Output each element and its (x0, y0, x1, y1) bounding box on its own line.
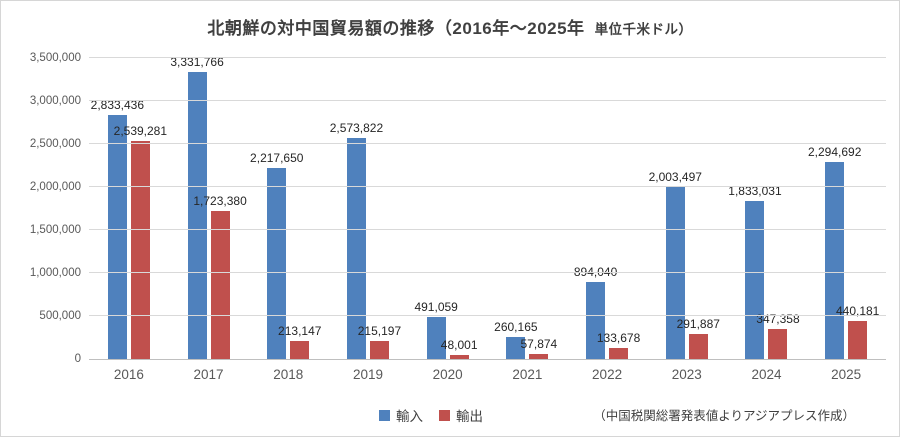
chart-title: 北朝鮮の対中国貿易額の推移（2016年～2025年 単位千米ドル） (1, 14, 899, 39)
x-axis-label-2021: 2021 (512, 367, 543, 382)
bar-group-2016: 2,833,436 2,539,281 (89, 58, 169, 359)
chart-title-unit: 単位千米ドル） (594, 22, 693, 37)
legend-label-export: 輸出 (456, 409, 483, 424)
x-axis-label-2017: 2017 (193, 367, 224, 382)
y-axis-tick-label: 3,000,000 (29, 95, 81, 107)
y-axis-tick-label: 500,000 (39, 310, 81, 322)
bar-export-2017: 1,723,380 (193, 194, 247, 359)
gridline (89, 186, 886, 187)
gridline (89, 57, 886, 58)
data-label-import-2016: 2,833,436 (90, 98, 145, 113)
data-label-export-2022: 133,678 (596, 330, 641, 345)
data-label-import-2025: 2,294,692 (807, 144, 862, 159)
data-label-import-2020: 491,059 (414, 299, 458, 314)
y-axis: 0 500,000 1,000,000 1,500,000 2,000,000 2,500… (1, 52, 81, 365)
data-label-export-2018: 213,147 (278, 323, 322, 338)
bar-import-2021: 260,165 (494, 320, 538, 359)
bar-export-2020: 48,001 (441, 338, 478, 359)
x-axis-label-2019: 2019 (352, 367, 383, 382)
legend-label-import: 輸入 (396, 409, 423, 424)
x-axis-label-2016: 2016 (113, 367, 144, 382)
x-axis-label-2020: 2020 (432, 367, 463, 382)
legend-swatch-export (439, 409, 450, 421)
data-label-import-2019: 2,573,822 (329, 120, 384, 135)
data-label-export-2016: 2,539,281 (113, 123, 168, 138)
bar-group-2017: 3,331,766 1,723,380 (169, 55, 249, 359)
chart-title-main: 北朝鮮の対中国貿易額の推移（2016年～2025年 (207, 19, 585, 38)
plot-area: 2,833,436 2,539,281 3,331,766 1,723,380 2,21… (89, 55, 886, 360)
bar-export-2025: 440,181 (836, 304, 879, 359)
data-label-export-2020: 48,001 (440, 337, 478, 352)
y-axis-tick-label: 1,500,000 (29, 224, 81, 236)
bar-export-2019: 215,197 (358, 324, 401, 359)
bar-export-2023: 291,887 (677, 317, 720, 359)
y-axis-tick-label: 1,000,000 (29, 267, 81, 279)
data-label-import-2024: 1,833,031 (728, 184, 782, 199)
x-axis-label-2024: 2024 (751, 367, 782, 382)
data-label-import-2017: 3,331,766 (170, 55, 224, 70)
bar-export-2016: 2,539,281 (114, 124, 167, 359)
bar-export-2022: 133,678 (597, 331, 640, 359)
x-axis-label-2025: 2025 (831, 367, 862, 382)
bar-import-2022: 894,040 (574, 265, 617, 359)
gridline (89, 315, 886, 316)
bar-export-2024: 347,358 (756, 312, 800, 359)
bar-group-2018: 2,217,650 213,147 (248, 58, 328, 359)
bar-import-2024: 1,833,031 (728, 184, 782, 359)
bar-group-2025: 2,294,692 440,181 (806, 58, 886, 359)
bar-group-2023: 2,003,497 291,887 (647, 58, 727, 359)
data-label-import-2023: 2,003,497 (648, 169, 702, 184)
bar-group-2020: 491,059 48,001 (408, 58, 488, 359)
data-label-export-2017: 1,723,380 (193, 193, 247, 208)
bar-group-2019: 2,573,822 215,197 (328, 58, 408, 359)
y-axis-tick-label: 2,500,000 (29, 138, 81, 150)
gridline (89, 272, 886, 273)
y-axis-tick-label: 0 (74, 353, 81, 365)
bar-export-2018: 213,147 (278, 324, 321, 359)
legend-item-import: 輸入 (379, 405, 423, 425)
bar-group-2022: 894,040 133,678 (567, 58, 647, 359)
legend-swatch-import (379, 409, 390, 421)
data-label-export-2023: 291,887 (676, 316, 720, 331)
data-label-export-2021: 57,874 (520, 337, 558, 352)
bar-import-2025: 2,294,692 (808, 145, 861, 359)
data-label-import-2018: 2,217,650 (250, 151, 304, 166)
gridline (89, 143, 886, 144)
bar-group-2021: 260,165 57,874 (488, 58, 568, 359)
x-axis-label-2022: 2022 (592, 367, 623, 382)
data-label-import-2021: 260,165 (494, 319, 538, 334)
bar-import-2017: 3,331,766 (170, 55, 224, 359)
bar-export-2021: 57,874 (521, 337, 557, 359)
bar-import-2018: 2,217,650 (250, 151, 303, 359)
bar-import-2020: 491,059 (414, 300, 458, 359)
data-label-export-2019: 215,197 (357, 323, 402, 338)
bar-groups-container: 2,833,436 2,539,281 3,331,766 1,723,380 2,21… (89, 55, 886, 359)
gridline (89, 229, 886, 230)
x-axis-label-2023: 2023 (671, 367, 702, 382)
gridline (89, 100, 886, 101)
x-axis-label-2018: 2018 (273, 367, 304, 382)
legend: 輸入 輸出 (379, 405, 483, 425)
bar-import-2019: 2,573,822 (330, 121, 383, 359)
legend-item-export: 輸出 (439, 405, 483, 425)
data-label-export-2025: 440,181 (835, 304, 880, 319)
bar-group-2024: 1,833,031 347,358 (727, 58, 807, 359)
y-axis-tick-label: 2,000,000 (29, 181, 81, 193)
bar-import-2016: 2,833,436 (91, 98, 144, 359)
source-note: （中国税関総署発表値よりアジアプレス作成） (593, 409, 855, 423)
x-axis: 2016 2017 2018 2019 2020 2021 2022 2023 2024 2025 (89, 367, 886, 382)
y-axis-tick-label: 3,500,000 (29, 52, 81, 64)
